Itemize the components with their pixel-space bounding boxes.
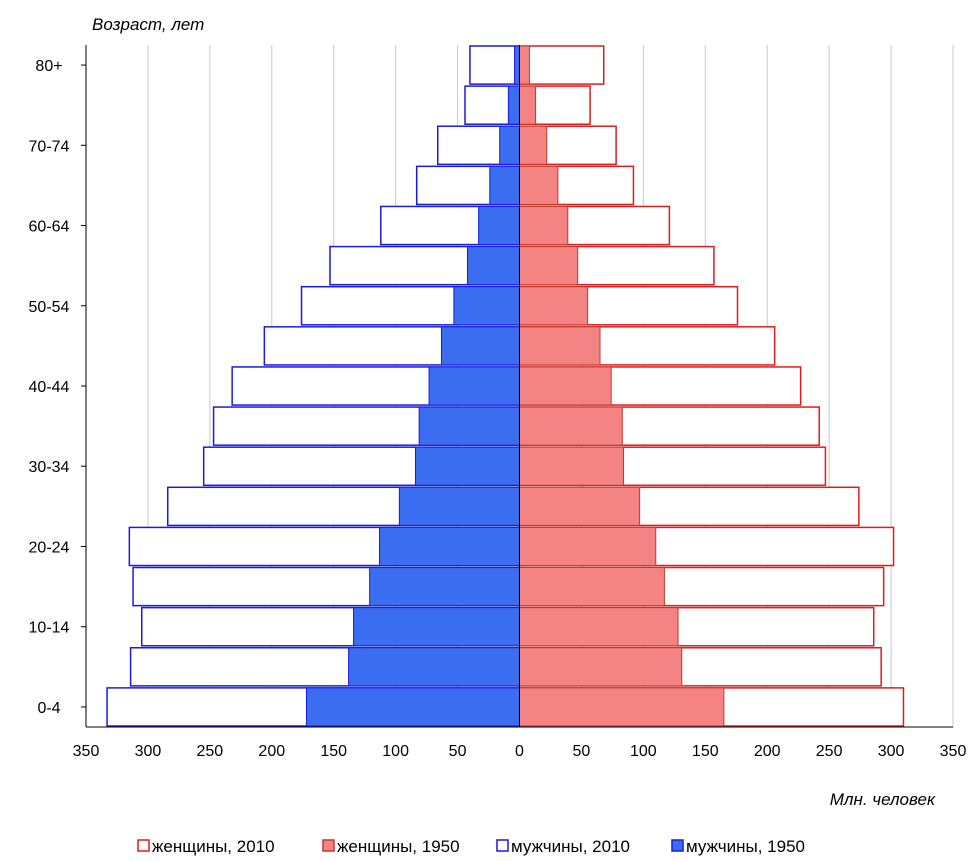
y-axis-title: Возраст, лет: [92, 15, 204, 34]
legend-label: женщины, 1950: [337, 837, 460, 856]
y-tick-label: 80+: [35, 58, 62, 75]
bar: [519, 406, 623, 446]
y-tick-label: 70-74: [29, 138, 70, 155]
bar: [305, 687, 521, 727]
bar: [499, 125, 521, 165]
legend-swatch: [137, 839, 150, 852]
bar: [519, 165, 559, 205]
x-tick-label: 300: [878, 743, 905, 760]
bar: [519, 526, 657, 567]
bar: [469, 45, 521, 85]
x-tick-label: 0: [515, 743, 524, 760]
x-tick-label: 50: [573, 743, 591, 760]
bar: [519, 326, 601, 366]
legend-swatch: [671, 839, 684, 852]
bar: [379, 526, 521, 567]
y-tick-label: 40-44: [29, 379, 70, 396]
bar: [466, 246, 521, 286]
x-tick-label: 350: [73, 743, 100, 760]
bar: [514, 45, 521, 85]
bar: [489, 165, 521, 205]
x-tick-label: 100: [630, 743, 657, 760]
bar: [519, 45, 530, 85]
bar: [519, 567, 665, 607]
bar: [519, 366, 612, 406]
bar: [440, 326, 520, 366]
bar: [518, 45, 605, 85]
x-tick-label: 350: [940, 743, 967, 760]
x-tick-label: 300: [135, 743, 162, 760]
bar: [414, 446, 520, 486]
bar: [519, 205, 569, 246]
x-axis-title: Млн. человек: [830, 790, 936, 809]
y-tick-label: 60-64: [29, 219, 70, 236]
bar: [519, 446, 625, 486]
bar: [353, 607, 520, 647]
x-tick-label: 100: [382, 743, 409, 760]
legend-swatch: [496, 839, 509, 852]
bar: [519, 246, 579, 286]
bar: [428, 366, 520, 406]
bar: [348, 647, 520, 687]
bar: [519, 286, 589, 326]
axes-layer: [81, 45, 953, 728]
x-tick-label: 50: [449, 743, 467, 760]
y-tick-label: 30-34: [29, 459, 70, 476]
bar: [478, 205, 520, 246]
legend-label: мужчины, 2010: [511, 837, 630, 856]
bar: [519, 486, 641, 526]
bar: [369, 567, 520, 607]
legend-label: женщины, 2010: [152, 837, 275, 856]
legend-swatch: [322, 839, 335, 852]
bar: [519, 125, 548, 165]
x-tick-label: 200: [754, 743, 781, 760]
bar: [418, 406, 521, 446]
bar: [519, 687, 725, 727]
bars-layer: [106, 45, 905, 727]
y-tick-label: 10-14: [29, 620, 70, 637]
legend-label: мужчины, 1950: [686, 837, 805, 856]
x-tick-label: 150: [692, 743, 719, 760]
bar: [519, 607, 679, 647]
labels-layer: Возраст, лет Млн. человек 350 300 250 200 15…: [29, 15, 967, 809]
bar: [519, 647, 683, 687]
x-tick-label: 200: [258, 743, 285, 760]
bar: [519, 85, 537, 125]
y-tick-label: 20-24: [29, 539, 70, 556]
y-tick-label: 50-54: [29, 299, 70, 316]
bar: [453, 286, 520, 326]
y-tick-label: 0-4: [37, 700, 60, 717]
bar: [507, 85, 520, 125]
x-tick-label: 250: [197, 743, 224, 760]
legend: женщины, 2010 женщины, 1950 мужчины, 2010 м…: [137, 837, 805, 856]
x-tick-label: 150: [320, 743, 347, 760]
bar: [398, 486, 521, 526]
x-tick-label: 250: [816, 743, 843, 760]
